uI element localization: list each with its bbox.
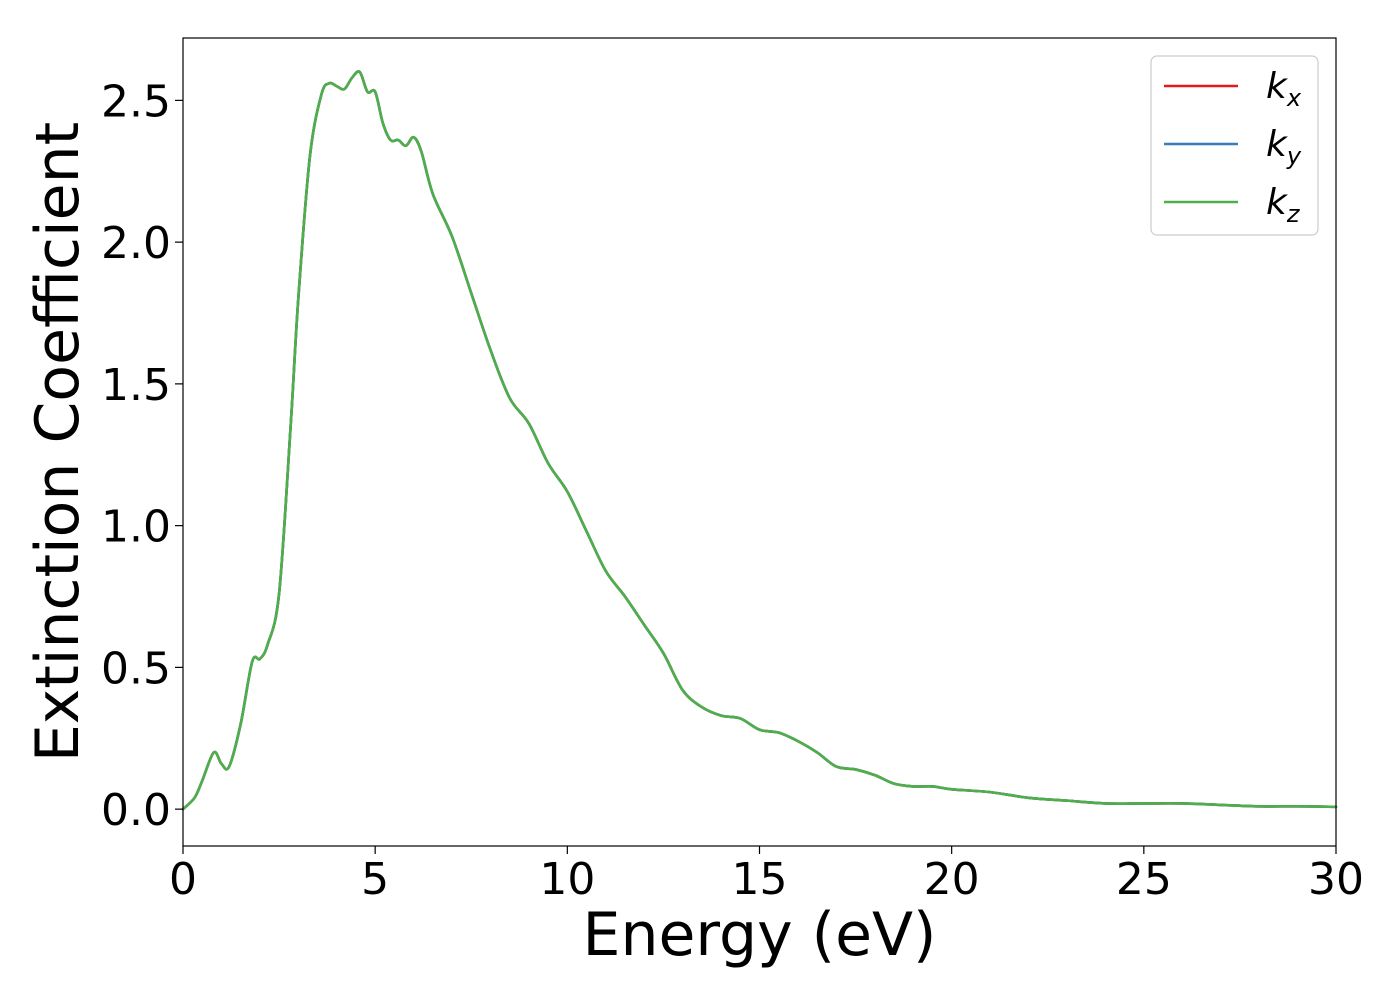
x-tick-label: 0 — [169, 854, 197, 905]
legend-label-z: kz — [1266, 182, 1301, 228]
series-lines — [181, 70, 1338, 811]
legend-label-x: kx — [1266, 66, 1302, 112]
y-axis-title: Extinction Coefficient — [23, 122, 93, 762]
legend-box — [1150, 55, 1319, 236]
y-tick-label: 1.0 — [101, 502, 171, 553]
series-line-z — [181, 70, 1338, 811]
y-tick-label: 2.5 — [101, 76, 171, 127]
x-tick-label: 15 — [732, 854, 788, 905]
x-tick-label: 5 — [361, 854, 389, 905]
y-tick-label: 0.0 — [101, 785, 171, 836]
y-tick-label: 2.0 — [101, 218, 171, 269]
x-tick-label: 25 — [1116, 854, 1172, 905]
x-axis: 0 5 10 15 20 25 30 — [169, 846, 1364, 905]
legend: kx ky kz — [1150, 55, 1319, 236]
y-tick-label: 1.5 — [101, 360, 171, 411]
x-tick-label: 20 — [924, 854, 980, 905]
y-axis: 0.0 0.5 1.0 1.5 2.0 2.5 — [101, 76, 183, 836]
x-tick-label: 30 — [1308, 854, 1364, 905]
x-axis-title: Energy (eV) — [583, 900, 937, 970]
legend-label-y: ky — [1266, 124, 1302, 170]
x-tick-label: 10 — [539, 854, 595, 905]
y-tick-label: 0.5 — [101, 643, 171, 694]
